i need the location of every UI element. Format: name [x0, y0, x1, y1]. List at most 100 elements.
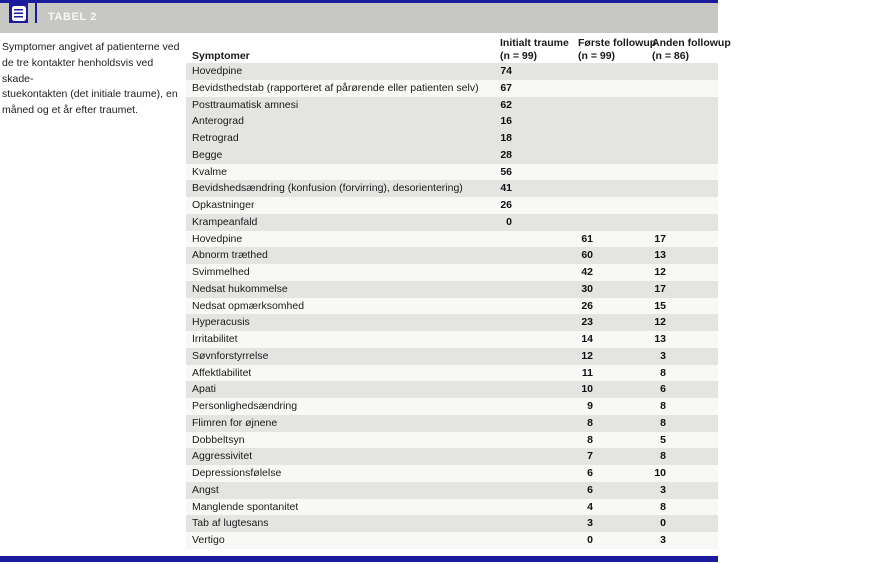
table-row: Begge 28 — [186, 146, 718, 164]
symptom-label: Manglende spontanitet — [192, 500, 299, 513]
value-anden-followup: 8 — [660, 400, 666, 412]
symptom-label: Hyperacusis — [192, 316, 250, 329]
value-foerste-followup: 4 — [587, 500, 593, 513]
value-initialt-traume: 67 — [500, 81, 512, 94]
symptom-label: Flimren for øjnene — [192, 416, 278, 429]
table-row: Hyperacusis 23 12 — [186, 314, 718, 331]
table-row: Irritabilitet 14 13 — [186, 331, 718, 348]
symptom-label: Dobbeltsyn — [192, 433, 245, 446]
table-row: Personlighedsændring 9 8 — [186, 398, 718, 415]
symptom-label: Retrograd — [192, 132, 239, 144]
caption-line: Symptomer angivet af patienterne ved — [2, 41, 180, 53]
value-foerste-followup: 42 — [581, 266, 593, 278]
table-row: Affektlabilitet 11 8 — [186, 364, 718, 382]
table-caption: Symptomer angivet af patienterne ved de … — [2, 40, 184, 119]
value-initialt-traume: 26 — [500, 199, 512, 211]
column-header-sub: (n = 99) — [578, 50, 616, 62]
symptom-label: Depressionsfølelse — [192, 467, 282, 479]
value-foerste-followup: 30 — [581, 282, 593, 295]
value-anden-followup: 0 — [660, 517, 666, 530]
value-foerste-followup: 6 — [587, 483, 593, 496]
value-anden-followup: 3 — [660, 534, 666, 546]
table-row: Flimren for øjnene 8 8 — [186, 414, 718, 432]
table-row: Krampeanfald 0 — [186, 213, 718, 231]
value-initialt-traume: 18 — [500, 132, 512, 144]
column-header-sub: (n = 99) — [500, 50, 538, 62]
column-header-label: Anden followup — [652, 37, 731, 49]
symptom-label: Angst — [192, 483, 219, 496]
value-anden-followup: 8 — [660, 500, 666, 513]
table-header-bar: TABEL 2 — [0, 3, 718, 33]
symptom-label: Irritabilitet — [192, 333, 238, 345]
symptom-label: Hovedpine — [192, 232, 243, 245]
table-row: Angst 6 3 — [186, 481, 718, 499]
symptom-label: Krampeanfald — [192, 215, 258, 228]
value-initialt-traume: 16 — [500, 115, 512, 128]
value-anden-followup: 3 — [660, 483, 666, 496]
table-header-row: Symptomer Initialt traume (n = 99) Først… — [186, 36, 731, 63]
column-header-label: Første followup — [578, 37, 657, 49]
table-row: Posttraumatisk amnesi 62 — [186, 96, 718, 114]
table-row: Dobbeltsyn 8 5 — [186, 431, 718, 449]
top-rule — [0, 0, 718, 3]
value-initialt-traume: 41 — [500, 182, 512, 195]
table-row: Kvalme 56 — [186, 163, 718, 181]
symptom-label: Aggressivitet — [192, 450, 253, 463]
value-foerste-followup: 26 — [581, 299, 593, 312]
value-anden-followup: 12 — [654, 316, 666, 329]
symptom-label: Anterograd — [192, 115, 244, 128]
value-anden-followup: 10 — [654, 467, 666, 479]
value-foerste-followup: 10 — [581, 383, 593, 396]
value-anden-followup: 13 — [654, 249, 666, 262]
symptom-label: Personlighedsændring — [192, 400, 298, 412]
value-foerste-followup: 3 — [587, 517, 593, 530]
column-header-initialt-traume: Initialt traume (n = 99) — [500, 37, 569, 63]
symptom-label: Apati — [192, 383, 216, 396]
symptom-label: Hovedpine — [192, 65, 243, 77]
value-foerste-followup: 60 — [581, 249, 593, 262]
value-anden-followup: 3 — [660, 349, 666, 362]
column-header-anden-followup: Anden followup (n = 86) — [652, 37, 731, 63]
value-initialt-traume: 62 — [500, 98, 512, 111]
value-foerste-followup: 8 — [587, 416, 593, 429]
value-foerste-followup: 14 — [581, 333, 593, 345]
column-header-symptomer: Symptomer — [192, 50, 250, 62]
caption-line: de tre kontakter henholdsvis ved skade- — [2, 56, 154, 85]
table-row: Abnorm træthed 60 13 — [186, 247, 718, 264]
value-anden-followup: 8 — [660, 416, 666, 429]
table-row: Aggressivitet 7 8 — [186, 448, 718, 465]
value-anden-followup: 6 — [660, 383, 666, 396]
symptom-label: Søvnforstyrrelse — [192, 349, 269, 362]
value-initialt-traume: 74 — [500, 65, 512, 77]
table-row: Hovedpine 61 17 — [186, 230, 718, 248]
table-row: Retrograd 18 — [186, 130, 718, 147]
table-row: Opkastninger 26 — [186, 197, 718, 214]
table-row: Hovedpine 74 — [186, 63, 718, 80]
table-row: Vertigo 0 3 — [186, 532, 718, 549]
value-foerste-followup: 7 — [587, 450, 593, 463]
caption-line: stuekontakten (det initiale traume), en — [2, 88, 178, 101]
symptom-label: Svimmelhed — [192, 266, 250, 278]
symptom-table: Symptomer Initialt traume (n = 99) Først… — [186, 36, 731, 549]
symptom-label: Nedsat opmærksomhed — [192, 299, 305, 312]
table-row: Depressionsfølelse 6 10 — [186, 465, 718, 482]
value-anden-followup: 15 — [654, 299, 666, 312]
symptom-label: Affektlabilitet — [192, 366, 252, 379]
header-separator — [35, 0, 37, 23]
value-anden-followup: 13 — [654, 333, 666, 345]
symptom-label: Kvalme — [192, 165, 228, 178]
table-list-icon-inner — [11, 5, 26, 21]
table-row: Bevidsthedstab (rapporteret af pårørende… — [186, 79, 718, 97]
symptom-label: Nedsat hukommelse — [192, 282, 288, 295]
symptom-label: Abnorm træthed — [192, 249, 268, 262]
table-label: TABEL 2 — [48, 11, 98, 23]
caption-line: måned og et år efter traumet. — [2, 104, 138, 117]
table-list-icon-lines — [14, 8, 23, 18]
symptom-label: Opkastninger — [192, 199, 255, 211]
column-header-sub: (n = 86) — [652, 50, 690, 62]
value-foerste-followup: 12 — [581, 349, 593, 362]
bottom-rule — [0, 556, 718, 562]
value-foerste-followup: 6 — [587, 467, 593, 479]
symptom-label: Posttraumatisk amnesi — [192, 98, 299, 111]
